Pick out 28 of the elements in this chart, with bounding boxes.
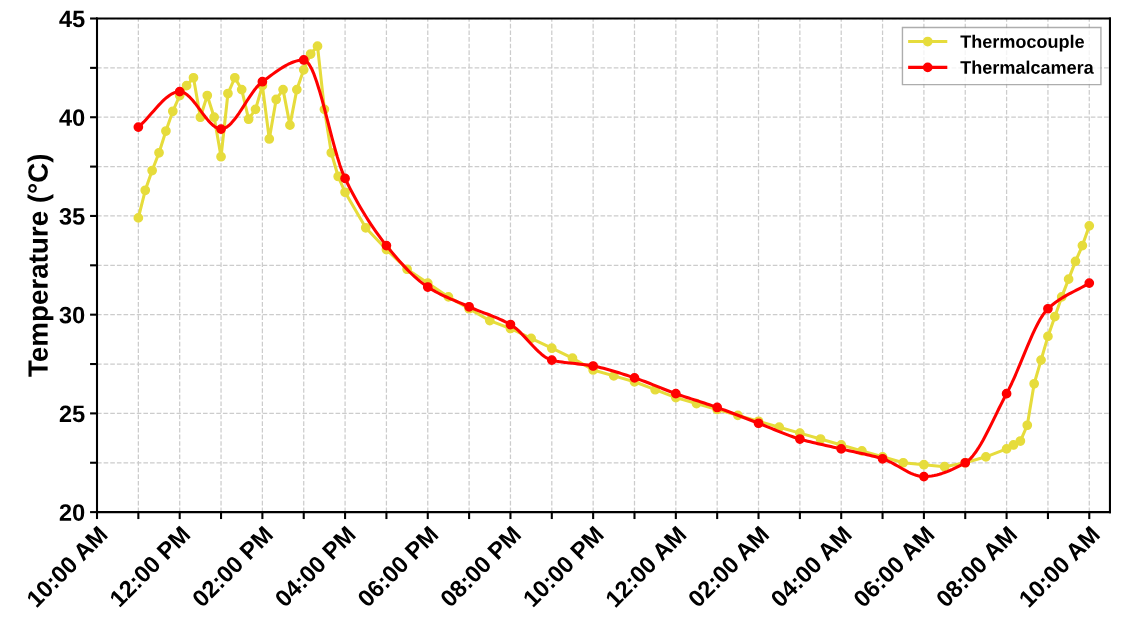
y-tick-label: 20 <box>59 504 85 521</box>
y-tick-label: 25 <box>59 405 85 423</box>
point <box>795 434 805 444</box>
point <box>381 240 392 251</box>
point <box>257 76 268 87</box>
y-tick-label: 35 <box>59 208 85 225</box>
point <box>919 471 929 482</box>
point <box>1001 388 1012 399</box>
point <box>629 372 640 383</box>
y-axis-title: Temperature (°C) <box>27 154 54 377</box>
y-tick-label: 30 <box>59 306 85 324</box>
point <box>670 388 681 399</box>
point <box>298 55 309 65</box>
point <box>836 444 847 454</box>
point <box>174 86 185 97</box>
point <box>588 361 599 371</box>
point <box>422 282 433 292</box>
legend-label: Thermalcamera <box>960 60 1094 74</box>
y-tick-label: 40 <box>59 109 85 127</box>
y-tick-label: 45 <box>59 10 85 28</box>
point <box>133 122 144 132</box>
point <box>1084 278 1095 288</box>
point <box>546 355 557 365</box>
point <box>1043 303 1053 314</box>
point <box>340 173 350 184</box>
point <box>505 319 516 330</box>
legend-label: Thermocouple <box>960 34 1084 52</box>
point <box>216 124 226 134</box>
